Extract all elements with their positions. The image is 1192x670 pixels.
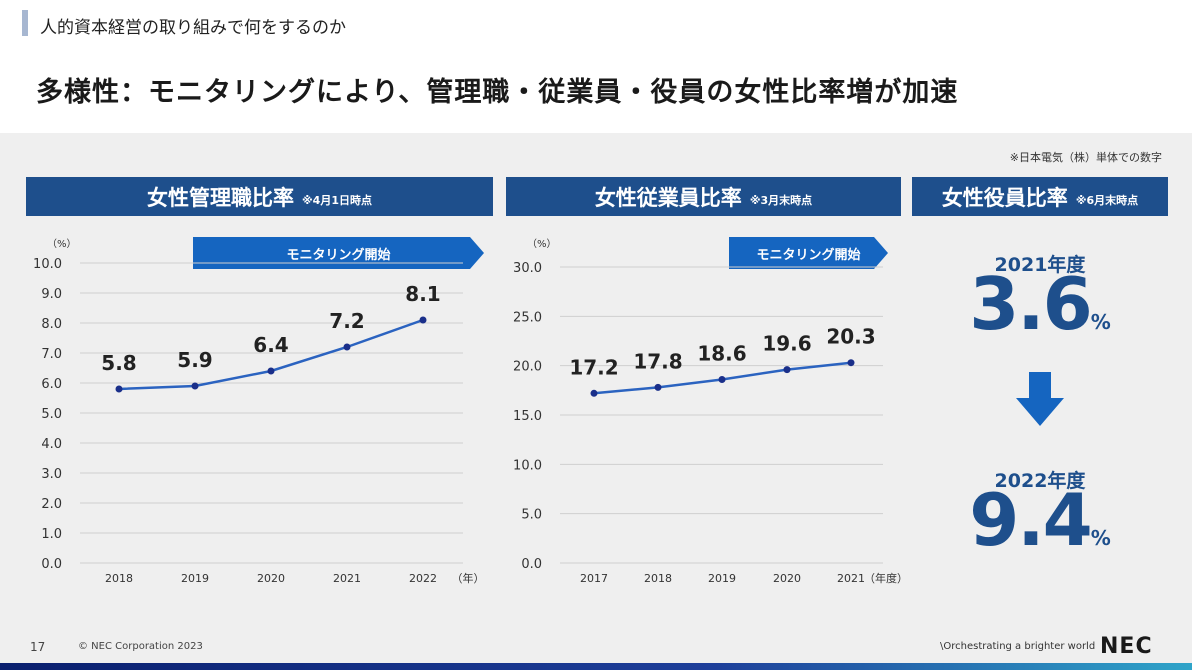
managers-x-tick-label: 2021 <box>333 572 361 585</box>
employees-x-tick-label: 2018 <box>644 572 672 585</box>
executives-year-2021: 2021年度 <box>994 254 1086 276</box>
executives-panel-title: 女性役員比率 <box>941 185 1068 210</box>
employees-monitoring-start-arrow: モニタリング開始 <box>729 237 888 269</box>
copyright: © NEC Corporation 2023 <box>78 641 203 652</box>
managers-x-axis-unit: （年） <box>452 571 485 585</box>
managers-data-point <box>267 367 275 375</box>
managers-monitoring-label: モニタリング開始 <box>286 247 391 263</box>
executives-value-2022-number: 9.4 <box>969 478 1093 562</box>
executives-value-2022: 9.4% <box>912 478 1168 562</box>
employees-data-point <box>783 366 791 374</box>
managers-data-point <box>191 382 199 390</box>
managers-panel-title: 女性管理職比率 <box>146 185 294 210</box>
employees-data-label: 20.3 <box>826 325 875 349</box>
brand-tagline: \Orchestrating a brighter world <box>940 641 1096 652</box>
managers-data-point <box>419 316 427 324</box>
employees-panel-header: 女性従業員比率 ※3月末時点 <box>506 177 901 216</box>
managers-panel-header: 女性管理職比率 ※4月1日時点 <box>26 177 493 216</box>
managers-y-tick-label: 3.0 <box>41 467 62 482</box>
managers-y-tick-label: 8.0 <box>41 317 62 332</box>
managers-y-tick-label: 1.0 <box>41 527 62 542</box>
employees-y-tick-label: 10.0 <box>513 458 542 473</box>
executives-value-2021: 3.6% <box>912 262 1168 346</box>
employees-x-axis-unit: （年度） <box>864 571 908 585</box>
employees-y-tick-label: 20.0 <box>513 360 542 375</box>
managers-y-tick-label: 6.0 <box>41 377 62 392</box>
employees-x-tick-label: 2020 <box>773 572 801 585</box>
employees-data-label: 17.2 <box>569 355 618 379</box>
managers-x-tick-label: 2022 <box>409 572 437 585</box>
employees-x-tick-label: 2021 <box>837 572 865 585</box>
managers-y-tick-label: 10.0 <box>33 257 62 272</box>
employees-chart-group: 0.0 5.0 10.0 15.0 20.0 25.0 30.0 （%） 2017 2018 201… <box>513 238 908 585</box>
executives-panel-subtitle: ※6月末時点 <box>1075 193 1139 207</box>
managers-data-label: 6.4 <box>253 333 288 357</box>
bottom-color-stripe <box>0 663 1192 670</box>
employees-x-tick-label: 2017 <box>580 572 608 585</box>
managers-data-point <box>115 385 123 393</box>
employees-y-tick-label: 30.0 <box>513 261 542 276</box>
managers-data-label: 8.1 <box>405 282 440 306</box>
scope-note: ※日本電気（株）単体での数字 <box>1009 151 1162 164</box>
managers-y-axis-unit: （%） <box>47 238 77 250</box>
managers-y-tick-label: 2.0 <box>41 497 62 512</box>
employees-data-point <box>718 375 726 383</box>
employees-data-point <box>654 383 662 391</box>
executives-panel-header: 女性役員比率 ※6月末時点 <box>912 177 1168 216</box>
managers-x-tick-label: 2018 <box>105 572 133 585</box>
employees-x-tick-label: 2019 <box>708 572 736 585</box>
page-number: 17 <box>30 640 46 654</box>
employees-data-label: 19.6 <box>762 332 811 356</box>
employees-y-tick-label: 15.0 <box>513 409 542 424</box>
managers-data-label: 7.2 <box>329 309 364 333</box>
managers-data-point <box>343 343 351 351</box>
page-title: 多様性：モニタリングにより、管理職・従業員・役員の女性比率増が加速 <box>36 77 959 108</box>
managers-data-label: 5.8 <box>101 351 136 375</box>
managers-y-tick-label: 7.0 <box>41 347 62 362</box>
employees-data-point <box>847 359 855 367</box>
executives-value-2022-unit: % <box>1090 526 1111 550</box>
title-accent-bar <box>22 10 28 36</box>
managers-x-tick-label: 2019 <box>181 572 209 585</box>
managers-monitoring-start-arrow: モニタリング開始 <box>193 237 484 269</box>
employees-panel-title: 女性従業員比率 <box>594 185 742 210</box>
managers-panel-subtitle: ※4月1日時点 <box>301 193 372 207</box>
managers-y-tick-label: 9.0 <box>41 287 62 302</box>
executives-year-2022: 2022年度 <box>994 470 1086 492</box>
employees-y-axis-unit: （%） <box>527 238 557 250</box>
managers-y-tick-label: 4.0 <box>41 437 62 452</box>
managers-data-label: 5.9 <box>177 348 212 372</box>
breadcrumb: 人的資本経営の取り組みで何をするのか <box>40 18 346 38</box>
nec-logo: NEC <box>1100 634 1153 659</box>
managers-y-tick-label: 5.0 <box>41 407 62 422</box>
employees-panel-subtitle: ※3月末時点 <box>749 193 813 207</box>
employees-y-tick-label: 0.0 <box>521 557 542 572</box>
employees-data-label: 17.8 <box>633 349 682 373</box>
arrow-down-icon <box>1016 372 1064 426</box>
employees-y-tick-label: 25.0 <box>513 310 542 325</box>
content-area <box>0 133 1192 663</box>
employees-data-label: 18.6 <box>697 341 746 365</box>
managers-chart-group: 0.0 1.0 2.0 3.0 4.0 5.0 6.0 7.0 8.0 9.0 10.0 （%） 201… <box>33 238 484 585</box>
executives-value-2021-number: 3.6 <box>969 262 1093 346</box>
employees-monitoring-label: モニタリング開始 <box>756 247 861 263</box>
employees-y-tick-label: 5.0 <box>521 508 542 523</box>
managers-x-tick-label: 2020 <box>257 572 285 585</box>
executives-value-2021-unit: % <box>1090 310 1111 334</box>
employees-data-point <box>590 389 598 397</box>
managers-y-tick-label: 0.0 <box>41 557 62 572</box>
